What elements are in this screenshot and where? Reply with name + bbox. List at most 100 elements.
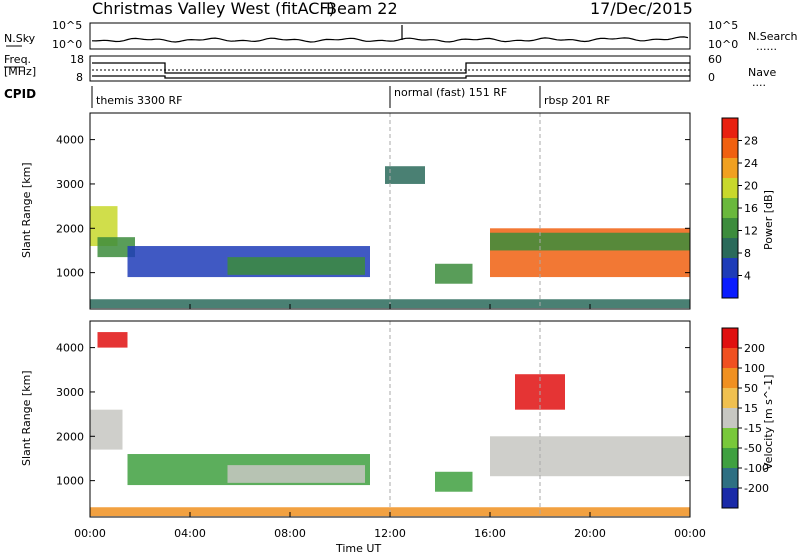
noise-left-tick-top: 10^5 (52, 19, 82, 32)
velocity-ylabel: Slant Range [km] (20, 370, 33, 466)
power-colorbar-tick-label-5: 24 (744, 157, 758, 170)
velocity-ytick-label-3: 4000 (56, 342, 84, 355)
power-colorbar-tick-label-0: 4 (744, 270, 751, 283)
nave-label: Nave (748, 66, 776, 79)
velocity-region-5 (490, 436, 690, 477)
xtick-label-2: 08:00 (274, 527, 306, 540)
velocity-colorbar-swatch-6 (722, 448, 738, 468)
frequency-panel: 18 8 60 0 (70, 53, 722, 84)
velocity-ytick-label-2: 3000 (56, 386, 84, 399)
nave-legend-dots: .... (752, 76, 766, 89)
power-colorbar-swatch-7 (722, 258, 738, 278)
velocity-colorbar-label: Velocity [m s^-1] (762, 375, 775, 470)
velocity-colorbar-swatch-7 (722, 468, 738, 488)
nave-trace (92, 75, 690, 79)
power-region-7 (490, 232, 690, 251)
power-region-3 (227, 257, 365, 275)
xtick-label-1: 04:00 (174, 527, 206, 540)
velocity-colorbar-tick-label-6: 100 (744, 362, 765, 375)
frequency-trace (92, 62, 690, 74)
velocity-colorbar-swatch-4 (722, 408, 738, 428)
nsearch-legend-dots: ...... (756, 40, 777, 53)
noise-right-tick-bottom: 10^0 (708, 38, 738, 51)
xtick-label-4: 16:00 (474, 527, 506, 540)
power-region-1 (97, 237, 135, 258)
velocity-colorbar-tick-label-7: 200 (744, 342, 765, 355)
power-panel: 1000 2000 3000 4000 Slant Range [km] (20, 112, 691, 310)
cpid-segment-label-rbsp: rbsp 201 RF (544, 94, 610, 107)
noise-panel: 10^5 10^0 10^5 10^0 (52, 19, 738, 51)
power-ytick-label-1: 2000 (56, 222, 84, 235)
velocity-colorbar-tick-label-1: -100 (744, 462, 769, 475)
velocity-colorbar-tick-label-2: -50 (744, 442, 762, 455)
freq-right-tick-bottom: 0 (708, 71, 715, 84)
power-colorbar-tick-label-3: 16 (744, 202, 758, 215)
power-colorbar-tick-label-1: 8 (744, 247, 751, 260)
power-ytick-label-0: 1000 (56, 267, 84, 280)
power-y-axis: 1000 2000 3000 4000 (56, 134, 690, 280)
xtick-label-0: 00:00 (74, 527, 106, 540)
velocity-region-1 (97, 332, 128, 348)
time-axis: 00:00 04:00 08:00 12:00 16:00 20:00 00:00 (74, 304, 706, 540)
beam-label: Beam 22 (326, 0, 398, 18)
noise-right-tick-top: 10^5 (708, 19, 738, 32)
power-colorbar-swatch-3 (722, 178, 738, 198)
freq-unit-label: [MHz] (4, 65, 36, 78)
xtick-label-6: 00:00 (674, 527, 706, 540)
power-colorbar-swatch-1 (722, 138, 738, 158)
noise-left-tick-bottom: 10^0 (52, 38, 82, 51)
power-colorbar-swatch-4 (722, 198, 738, 218)
velocity-colorbar-swatch-1 (722, 348, 738, 368)
velocity-ytick-label-0: 1000 (56, 475, 84, 488)
power-colorbar-swatch-0 (722, 118, 738, 138)
power-colorbar-label: Power [dB] (762, 190, 775, 250)
velocity-panel: 1000 2000 3000 4000 Slant Range [km] (20, 320, 691, 518)
power-colorbar: 4 8 12 16 20 24 28 (721, 117, 758, 299)
xtick-label-5: 20:00 (574, 527, 606, 540)
nsearch-label: N.Search (748, 30, 798, 43)
power-colorbar-swatch-2 (722, 158, 738, 178)
power-colorbar-swatch-6 (722, 238, 738, 258)
velocity-colorbar-frame (721, 327, 739, 509)
cpid-segment-label-themis: themis 3300 RF (96, 94, 183, 107)
velocity-colorbar-swatch-2 (722, 368, 738, 388)
velocity-colorbar-tick-label-4: 15 (744, 402, 758, 415)
time-axis-label: Time UT (335, 542, 381, 554)
freq-right-tick-top: 60 (708, 53, 722, 66)
power-region-5 (385, 166, 425, 184)
velocity-colorbar-swatch-5 (722, 428, 738, 448)
power-colorbar-swatch-5 (722, 218, 738, 238)
nsky-label: N.Sky (4, 32, 36, 45)
cpid-strip: themis 3300 RF normal (fast) 151 RF rbsp… (91, 86, 610, 108)
velocity-colorbar: -200 -100 -50 -15 15 50 100 200 (721, 327, 769, 509)
power-colorbar-tick-label-4: 20 (744, 180, 758, 193)
power-ytick-label-2: 3000 (56, 178, 84, 191)
velocity-y-axis: 1000 2000 3000 4000 (56, 342, 690, 488)
velocity-ytick-label-1: 2000 (56, 430, 84, 443)
velocity-colorbar-swatch-3 (722, 388, 738, 408)
station-title: Christmas Valley West (fitACF) (92, 0, 335, 18)
cpid-segment-label-normal: normal (fast) 151 RF (394, 86, 507, 99)
power-region-4 (435, 263, 473, 284)
freq-left-tick-bottom: 8 (76, 71, 83, 84)
power-ytick-label-3: 4000 (56, 134, 84, 147)
power-colorbar-tick-label-6: 28 (744, 135, 758, 148)
noise-sky-trace (91, 36, 689, 43)
freq-panel-frame (89, 55, 691, 82)
velocity-colorbar-swatch-8 (722, 488, 738, 508)
cpid-label: CPID (4, 87, 36, 101)
velocity-region-3 (227, 465, 365, 483)
velocity-region-0 (90, 409, 123, 450)
noise-panel-frame (89, 22, 691, 50)
velocity-colorbar-tick-label-0: -200 (744, 482, 769, 495)
velocity-colorbar-tick-label-5: 50 (744, 382, 758, 395)
velocity-colorbar-tick-label-3: -15 (744, 422, 762, 435)
power-colorbar-tick-label-2: 12 (744, 225, 758, 238)
date-label: 17/Dec/2015 (590, 0, 693, 18)
power-colorbar-swatch-8 (722, 278, 738, 298)
power-ylabel: Slant Range [km] (20, 162, 33, 258)
freq-left-tick-top: 18 (70, 53, 84, 66)
velocity-region-4 (435, 471, 473, 492)
velocity-colorbar-swatch-0 (722, 328, 738, 348)
